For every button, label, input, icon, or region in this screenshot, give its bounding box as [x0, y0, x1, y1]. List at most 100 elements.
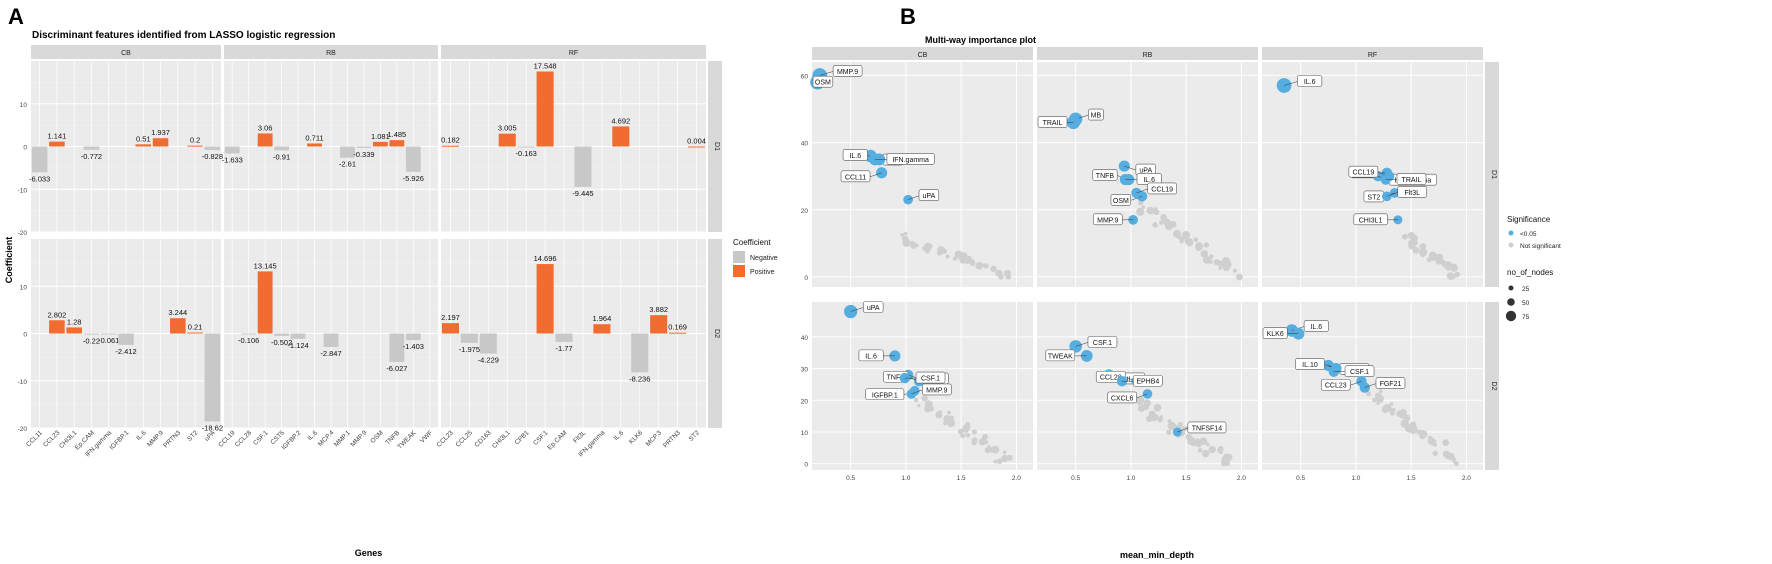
point-not-significant	[969, 259, 975, 265]
legend-label-positive: Positive	[750, 269, 775, 276]
bar	[441, 323, 459, 334]
point-not-significant	[1137, 404, 1145, 413]
point-not-significant	[1442, 439, 1450, 446]
point-not-significant	[996, 458, 1003, 465]
label-box	[1087, 336, 1118, 348]
point-not-significant	[1005, 274, 1012, 280]
facet-strip-col-label: CB	[121, 50, 131, 57]
legend-key-size	[1508, 285, 1514, 291]
bar	[135, 144, 152, 147]
bar	[389, 333, 405, 362]
point-not-significant	[978, 438, 986, 446]
y-tick-label: 20	[801, 208, 809, 215]
point-not-significant	[1208, 445, 1216, 454]
point-not-significant	[947, 419, 956, 428]
point-not-significant	[941, 248, 948, 254]
point-label: IL.6	[1143, 177, 1155, 184]
point-not-significant	[1443, 451, 1447, 455]
legend-label-significant: <0.05	[1520, 231, 1537, 238]
x-tick-label: Ep.CAM	[546, 429, 568, 451]
bar-value-label: -0.061	[98, 336, 119, 345]
point-not-significant	[937, 413, 943, 419]
bar	[389, 140, 405, 147]
bar	[241, 333, 257, 335]
point-label: OSM	[815, 80, 831, 87]
label-leader	[1364, 383, 1377, 388]
legend-title-significance: Significance	[1507, 215, 1551, 224]
point-not-significant	[1206, 442, 1210, 447]
point-not-significant	[917, 403, 921, 408]
label-leader	[1177, 427, 1188, 433]
point-not-significant	[957, 428, 964, 434]
bar	[83, 146, 100, 150]
bar	[307, 143, 322, 147]
label-leader	[1386, 192, 1398, 197]
label-box	[1147, 182, 1177, 195]
point-label: CHI3L1	[1359, 217, 1383, 224]
point-not-significant	[903, 231, 908, 236]
point-not-significant	[922, 395, 928, 401]
point-not-significant	[1001, 454, 1009, 463]
bar	[49, 320, 65, 334]
point-not-significant	[1166, 429, 1172, 435]
bar	[170, 318, 186, 334]
y-tick-label: -10	[18, 187, 28, 194]
point-not-significant	[902, 238, 911, 247]
x-tick-label: 0.5	[846, 475, 855, 482]
bar	[49, 141, 65, 147]
facet-strip-col	[1262, 47, 1483, 60]
label-box	[1295, 358, 1325, 370]
legend-label-negative: Negative	[750, 255, 778, 262]
point-not-significant	[993, 459, 998, 464]
label-box	[1132, 374, 1163, 387]
bar	[31, 146, 48, 173]
point-not-significant	[1200, 250, 1209, 258]
panel-b: B Multi-way importance plot mean_min_dep…	[801, 4, 1561, 560]
point-not-significant	[936, 250, 943, 256]
point-not-significant	[1217, 260, 1225, 268]
point-not-significant	[947, 410, 951, 415]
bar-value-label: -1.403	[403, 342, 424, 351]
panel-a-letter: A	[8, 4, 24, 29]
label-leader	[1284, 81, 1298, 86]
legend-key-not-significant	[1508, 242, 1514, 248]
legend-key-positive	[733, 265, 745, 277]
point-not-significant	[1400, 419, 1409, 428]
x-tick-label: IL.6	[613, 429, 626, 442]
bar-value-label: -0.106	[238, 336, 259, 345]
facet-strip-row	[1485, 62, 1499, 287]
x-tick-label: 1.5	[1407, 475, 1416, 482]
legend-label-size: 75	[1522, 314, 1530, 321]
label-box	[918, 189, 940, 201]
bar	[257, 133, 273, 147]
point-not-significant	[1136, 207, 1145, 216]
bar	[257, 271, 273, 334]
bar-value-label: -2.847	[320, 349, 341, 358]
x-tick-label: 1.5	[957, 475, 966, 482]
label-box	[842, 149, 868, 161]
point-not-significant	[1160, 214, 1167, 221]
bar-value-label: 3.06	[258, 123, 273, 132]
bar	[66, 327, 82, 334]
point-not-significant	[1426, 257, 1432, 263]
point-not-significant	[1409, 421, 1417, 429]
point-not-significant	[1146, 206, 1155, 215]
x-tick-label: IL.6	[306, 429, 319, 442]
bar-value-label: 0.169	[668, 323, 687, 332]
x-tick-label: 1.0	[1126, 475, 1135, 482]
point-not-significant	[1197, 448, 1203, 453]
point-not-significant	[1185, 238, 1194, 247]
point-label: TNFSF14	[1192, 425, 1222, 432]
point-label: EPHB4	[1136, 379, 1159, 386]
bar-value-label: 0.004	[687, 136, 706, 145]
bar	[536, 71, 554, 147]
legend-label-size: 25	[1522, 286, 1530, 293]
bar-value-label: 0.711	[305, 133, 323, 142]
point-label: CCL19	[1151, 186, 1173, 193]
point-not-significant	[1440, 261, 1445, 266]
point-not-significant	[1372, 397, 1377, 403]
x-tick-label: 2.0	[1012, 475, 1021, 482]
point-significant	[844, 304, 858, 319]
point-label: MMP.9	[926, 387, 947, 394]
